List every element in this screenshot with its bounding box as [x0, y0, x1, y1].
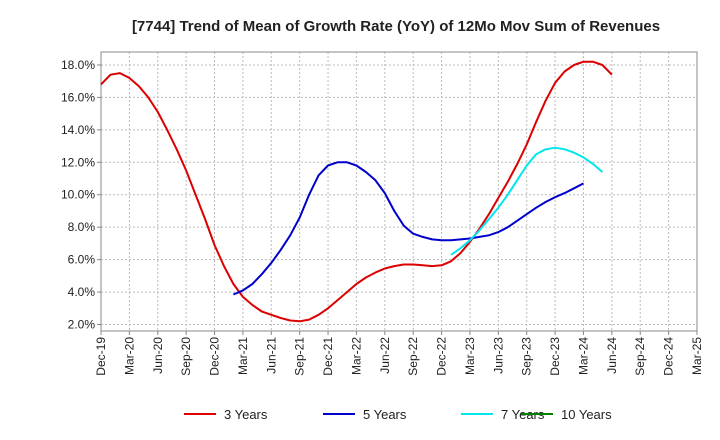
plot-frame — [100, 51, 698, 332]
x-tick-label: Mar-24 — [576, 337, 590, 375]
x-tick-label: Jun-22 — [378, 337, 392, 374]
y-tick-label: 8.0% — [68, 220, 96, 234]
x-tick-label: Sep-22 — [406, 337, 420, 376]
grid — [100, 52, 698, 331]
x-tick-label: Dec-24 — [662, 337, 676, 376]
chart-title: [7744] Trend of Mean of Growth Rate (YoY… — [132, 18, 660, 35]
x-tick-label: Jun-21 — [264, 337, 278, 374]
x-tick-label: Dec-19 — [94, 337, 108, 376]
x-tick-label: Dec-23 — [548, 337, 562, 376]
x-tick-label: Mar-22 — [349, 337, 363, 375]
x-tick-label: Dec-22 — [435, 337, 449, 376]
series-line-3-years — [100, 60, 613, 323]
y-tick-label: 12.0% — [61, 155, 95, 169]
x-tick-label: Sep-20 — [179, 337, 193, 376]
legend-label-3-years: 3 Years — [224, 407, 268, 422]
y-tick-label: 10.0% — [61, 188, 95, 202]
y-tick-label: 2.0% — [68, 318, 96, 332]
x-tick-label: Sep-21 — [293, 337, 307, 376]
legend: 3 Years 5 Years 7 Years 10 Years — [184, 407, 612, 422]
x-tick-label: Dec-21 — [321, 337, 335, 376]
x-tick-label: Sep-24 — [633, 337, 647, 376]
x-tick-label: Jun-23 — [491, 337, 505, 374]
series-line-7-years — [450, 146, 604, 256]
x-tick-label: Mar-25 — [690, 337, 704, 375]
legend-label-5-years: 5 Years — [363, 407, 407, 422]
x-axis-ticks: Dec-19 Mar-20 Jun-20 Sep-20 Dec-20 Mar-21 Jun-… — [94, 331, 704, 376]
x-tick-label: Sep-23 — [520, 337, 534, 376]
y-tick-label: 4.0% — [68, 285, 96, 299]
y-tick-label: 16.0% — [61, 90, 95, 104]
series-group — [100, 60, 613, 323]
x-tick-label: Mar-21 — [236, 337, 250, 375]
x-tick-label: Jun-20 — [151, 337, 165, 374]
y-tick-label: 14.0% — [61, 123, 95, 137]
x-tick-label: Dec-20 — [208, 337, 222, 376]
legend-label-10-years: 10 Years — [561, 407, 612, 422]
y-tick-label: 18.0% — [61, 58, 95, 72]
series-line-5-years — [233, 161, 584, 296]
y-tick-label: 6.0% — [68, 253, 96, 267]
y-axis-ticks: 2.0% 4.0% 6.0% 8.0% 10.0% 12.0% 14.0% 16.0% 18.0… — [61, 58, 101, 332]
x-tick-label: Mar-23 — [463, 337, 477, 375]
x-tick-label: Mar-20 — [122, 337, 136, 375]
x-tick-label: Jun-24 — [605, 337, 619, 374]
